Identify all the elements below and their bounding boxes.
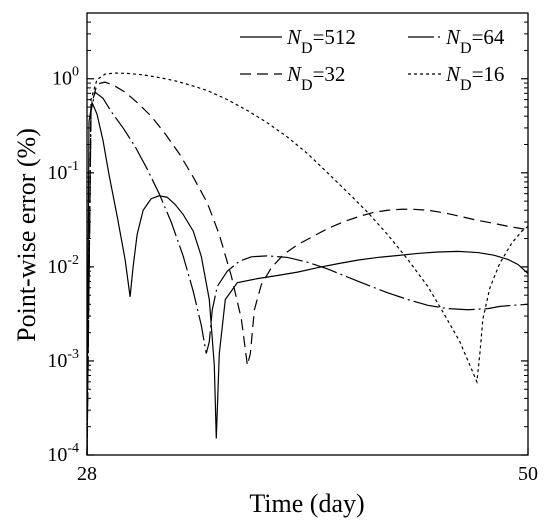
legend-symbol: N [445, 62, 461, 86]
y-tick-label: 10-2 [47, 253, 79, 278]
y-tick-label: 10-1 [47, 159, 79, 184]
legend-subscript: D [460, 77, 472, 94]
legend-entry: ND=32 [286, 62, 345, 94]
legend-symbol: N [445, 25, 461, 49]
series-line-nd-32 [86, 81, 529, 456]
legend-subscript: D [301, 40, 313, 57]
legend-subscript: D [301, 77, 313, 94]
legend-subscript: D [460, 40, 472, 57]
y-tick-base: 10 [47, 350, 67, 372]
legend-symbol: N [286, 62, 302, 86]
y-tick-base: 10 [52, 68, 72, 90]
y-tick-label: 100 [52, 65, 79, 90]
y-tick-base: 10 [47, 256, 67, 278]
series-line-nd-16 [86, 72, 529, 456]
legend-value: =64 [472, 25, 505, 49]
plot-frame [86, 12, 529, 456]
x-tick-label: 28 [77, 463, 97, 485]
series-layer [86, 72, 529, 456]
legend-entry: ND=64 [445, 25, 505, 57]
y-axis-label: Point-wise error (%) [12, 128, 41, 342]
legend-entry: ND=16 [445, 62, 504, 94]
series-line-nd-512 [86, 100, 529, 456]
x-axis-label: Time (day) [249, 489, 364, 518]
y-tick-exponent: -2 [67, 253, 79, 268]
y-tick-label: 10-3 [47, 347, 79, 372]
y-tick-base: 10 [47, 162, 67, 184]
y-tick-label: 10-4 [47, 441, 79, 466]
legend-entry: ND=512 [286, 25, 356, 57]
legend-value: =512 [313, 25, 356, 49]
legend-value: =16 [472, 62, 505, 86]
series-line-nd-64 [86, 91, 529, 456]
legend-value: =32 [313, 62, 346, 86]
x-tick-label: 50 [518, 463, 538, 485]
y-tick-exponent: -1 [67, 159, 79, 174]
y-tick-exponent: -4 [67, 441, 79, 456]
y-tick-exponent: 0 [72, 65, 79, 80]
y-tick-base: 10 [47, 444, 67, 466]
y-tick-exponent: -3 [67, 347, 79, 362]
legend-symbol: N [286, 25, 302, 49]
